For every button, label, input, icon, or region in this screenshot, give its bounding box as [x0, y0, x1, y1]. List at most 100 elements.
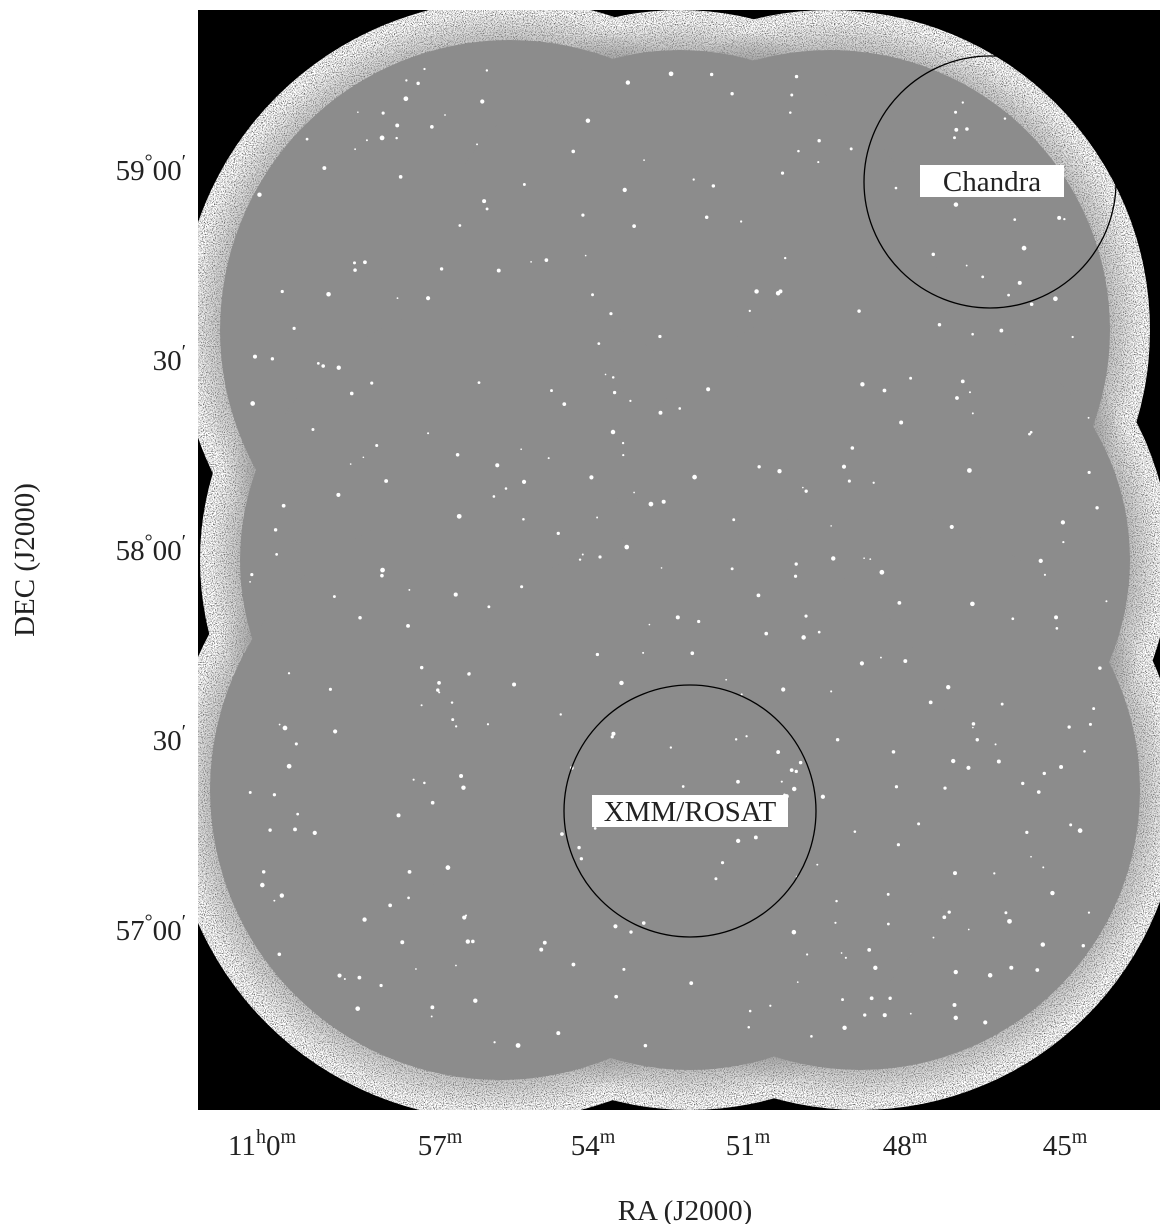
source [942, 915, 947, 920]
source [894, 186, 898, 190]
source [648, 623, 651, 626]
source [480, 99, 485, 104]
source [909, 1012, 912, 1015]
x-axis-label: RA (J2000) [618, 1195, 753, 1224]
source [817, 139, 821, 143]
source [961, 101, 964, 104]
x-tick-part: 57 [418, 1130, 447, 1162]
source [641, 921, 646, 925]
source [416, 81, 420, 86]
source [1050, 890, 1055, 896]
source [1053, 296, 1058, 302]
source [370, 381, 374, 385]
source [380, 567, 385, 573]
region-label-box [920, 165, 1064, 197]
source [571, 149, 576, 154]
source [430, 1005, 435, 1010]
x-tick-label: 54m [571, 1126, 616, 1162]
source [294, 742, 298, 746]
source [947, 910, 951, 914]
y-axis-label: DEC (J2000) [9, 483, 41, 637]
source [596, 516, 599, 519]
source [589, 475, 594, 480]
source [354, 148, 356, 151]
source [1000, 702, 1004, 706]
y-tick-part: ′ [182, 531, 186, 553]
source [423, 781, 426, 785]
source [593, 827, 597, 830]
source [690, 651, 695, 656]
source [954, 127, 959, 132]
source [857, 309, 861, 313]
source [614, 994, 619, 999]
tick-labels: 11h0m 57m 54m 51m 48m 45m59°00′30′58°00′30′57… [116, 151, 1088, 1162]
source [953, 969, 958, 975]
source [278, 723, 281, 726]
source [734, 738, 738, 741]
source [322, 166, 327, 170]
y-tick-part: ° [145, 151, 153, 173]
source [355, 1006, 361, 1011]
x-tick-part: m [447, 1126, 463, 1148]
source [485, 207, 489, 211]
source [577, 845, 581, 850]
source [362, 917, 367, 922]
source [1069, 823, 1073, 827]
source [250, 572, 254, 577]
source [748, 309, 751, 313]
source [754, 289, 759, 294]
source [796, 981, 799, 983]
source [794, 562, 798, 566]
source [437, 681, 441, 685]
source [983, 1020, 988, 1025]
source [495, 463, 500, 468]
y-tick-part: 30 [153, 725, 182, 757]
source [1011, 617, 1015, 621]
source [756, 593, 761, 598]
source [739, 220, 743, 223]
x-tick-part: 48 [883, 1130, 912, 1162]
source [1055, 627, 1059, 630]
source [562, 402, 567, 406]
source [1017, 280, 1022, 285]
source [405, 79, 408, 82]
source [792, 786, 797, 792]
source [794, 769, 798, 774]
source [1105, 600, 1108, 603]
source [420, 704, 423, 707]
source [943, 786, 947, 790]
source [720, 861, 725, 865]
source [1098, 666, 1102, 670]
source [395, 123, 400, 128]
y-tick-part: 58 [116, 535, 145, 567]
source [776, 750, 781, 754]
source [894, 785, 899, 789]
source [1088, 722, 1092, 726]
region-label-box [592, 795, 788, 827]
source [740, 693, 743, 696]
source [909, 376, 913, 380]
source [1092, 707, 1096, 711]
source [365, 139, 368, 142]
y-tick-part: ° [145, 911, 153, 933]
source [629, 399, 632, 403]
source [841, 464, 847, 469]
source [451, 718, 455, 722]
source [544, 258, 549, 262]
x-tick-label: 51m [726, 1126, 771, 1162]
source [999, 328, 1004, 333]
source [1035, 968, 1040, 972]
source [764, 631, 769, 636]
source [396, 297, 399, 300]
source [697, 619, 701, 624]
source [273, 528, 278, 532]
source [504, 487, 508, 490]
source [993, 872, 996, 875]
source [1087, 911, 1091, 914]
source [268, 828, 272, 832]
source [610, 735, 614, 739]
y-tick-part: 00 [153, 155, 182, 187]
x-tick-part: h [256, 1126, 266, 1148]
source [1025, 830, 1029, 835]
source [896, 843, 900, 847]
